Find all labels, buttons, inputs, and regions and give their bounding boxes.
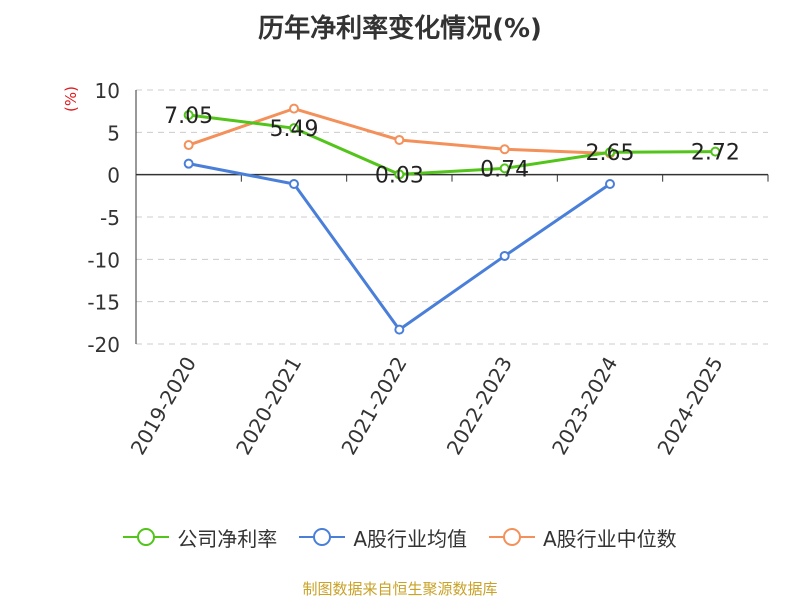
data-point	[605, 147, 615, 158]
series-lines	[183, 103, 721, 335]
x-tick-label: 2024-2025	[652, 353, 727, 459]
data-point	[183, 109, 194, 120]
data-point	[289, 178, 299, 189]
legend-item[interactable]: A股行业均值	[299, 523, 467, 552]
data-point	[394, 324, 405, 335]
y-tick-label: 0	[107, 164, 120, 188]
legend-label: A股行业中位数	[543, 526, 677, 551]
legend-swatch-icon	[489, 528, 535, 546]
x-tick-label: 2022-2023	[442, 353, 517, 459]
y-tick-label: -5	[100, 206, 120, 230]
y-tick-label: 10	[95, 79, 120, 103]
y-tick-label: -10	[87, 248, 120, 272]
y-tick-label: -20	[87, 333, 120, 357]
data-point	[499, 144, 510, 155]
data-point	[289, 123, 299, 134]
y-tick-label: 5	[107, 121, 120, 145]
data-source-note: 制图数据来自恒生聚源数据库	[302, 580, 498, 598]
x-tick-label: 2020-2021	[231, 353, 306, 459]
data-point	[183, 140, 194, 151]
data-point	[710, 146, 721, 157]
data-label: 2.65	[586, 141, 635, 166]
y-tick-label: -15	[87, 291, 120, 315]
legend: 公司净利率 A股行业均值 A股行业中位数	[0, 520, 800, 554]
legend-item[interactable]: A股行业中位数	[489, 523, 677, 552]
data-label: 2.72	[691, 141, 740, 166]
data-point	[394, 134, 405, 145]
data-label: 7.05	[164, 104, 213, 129]
x-tick-label: 2023-2024	[547, 353, 622, 459]
grid-lines	[136, 89, 768, 345]
data-point	[183, 158, 194, 169]
legend-label: 公司净利率	[177, 526, 278, 551]
legend-label: A股行业均值	[353, 526, 467, 551]
x-tick-label: 2019-2020	[126, 353, 201, 459]
data-labels: 7.05 5.49 0.03 0.74 2.65 2.72	[164, 104, 740, 188]
chart-title: 历年净利率变化情况(%)	[258, 14, 542, 44]
data-point	[394, 169, 405, 180]
legend-swatch-icon	[123, 528, 170, 546]
legend-item[interactable]: 公司净利率	[123, 523, 277, 552]
legend-swatch-icon	[299, 528, 346, 546]
data-point	[499, 250, 510, 261]
data-point	[499, 163, 510, 174]
data-point	[289, 103, 299, 114]
series-line	[188, 113, 716, 176]
data-label: 5.49	[270, 117, 319, 142]
series-line	[188, 162, 611, 332]
x-tick-label: 2021-2022	[336, 353, 411, 459]
data-label: 0.74	[480, 157, 529, 182]
series-line	[188, 107, 611, 155]
data-point	[605, 178, 615, 189]
data-label: 0.03	[375, 163, 424, 188]
